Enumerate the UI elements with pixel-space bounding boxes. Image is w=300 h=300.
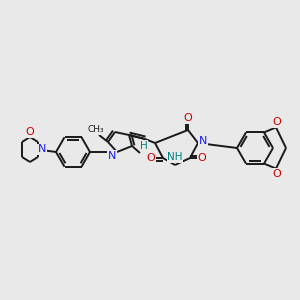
Text: O: O: [273, 169, 281, 178]
Text: O: O: [198, 153, 206, 163]
Text: O: O: [26, 127, 34, 137]
Text: O: O: [147, 153, 155, 163]
Text: CH₃: CH₃: [88, 125, 104, 134]
Text: H: H: [140, 141, 148, 151]
Text: N: N: [199, 136, 207, 146]
Text: O: O: [273, 117, 281, 128]
Text: N: N: [38, 145, 46, 154]
Text: O: O: [184, 113, 192, 123]
Text: N: N: [108, 151, 116, 161]
Text: NH: NH: [167, 152, 183, 162]
